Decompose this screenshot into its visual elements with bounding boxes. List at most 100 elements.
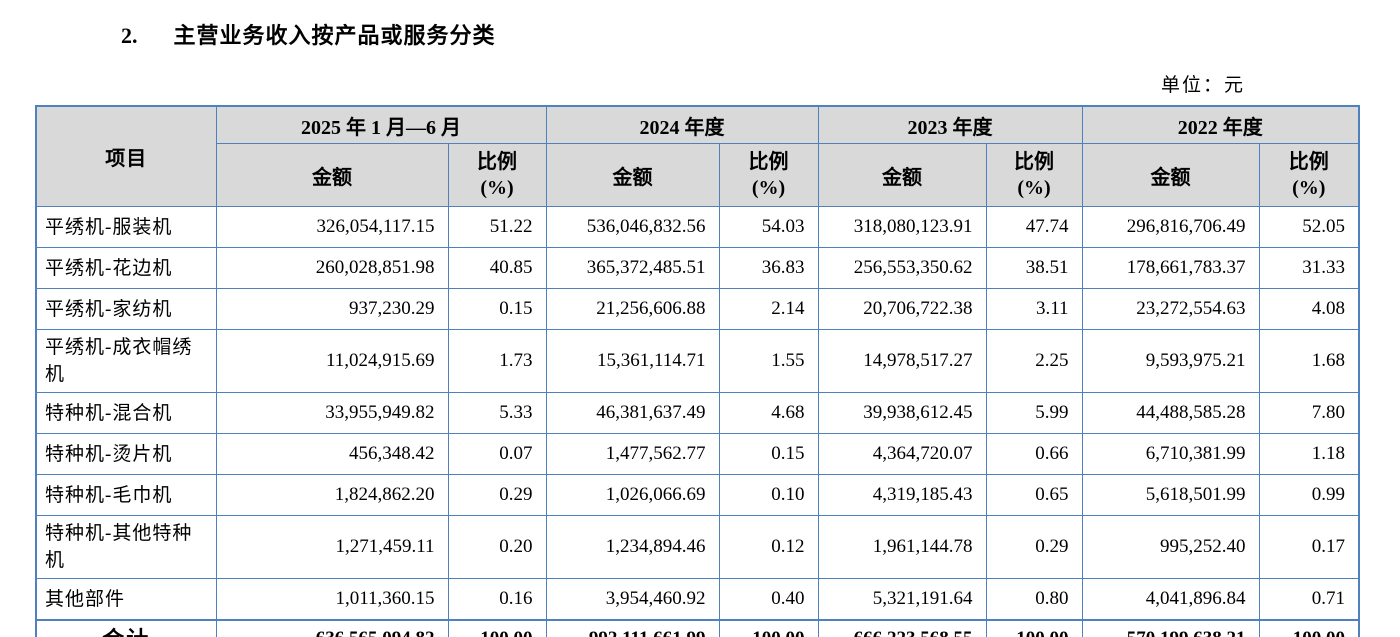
- total-ratio: 100.00: [447, 619, 547, 637]
- table-row: 特种机-烫片机 456,348.42 0.07 1,477,562.77 0.1…: [35, 433, 1360, 475]
- cell-ratio: 0.20: [447, 515, 547, 579]
- cell-ratio: 0.80: [985, 578, 1083, 621]
- cell-ratio: 7.80: [1258, 392, 1360, 434]
- cell-amount: 256,553,350.62: [817, 247, 987, 289]
- total-amount: 992,111,661.99: [545, 619, 720, 637]
- header-amount-2025h1: 金额: [215, 143, 449, 207]
- cell-amount: 937,230.29: [215, 288, 449, 330]
- row-item-label: 特种机-烫片机: [35, 433, 217, 475]
- total-ratio: 100.00: [718, 619, 819, 637]
- cell-ratio: 47.74: [985, 206, 1083, 248]
- ratio-label: 比例: [748, 151, 789, 173]
- cell-ratio: 0.71: [1258, 578, 1360, 621]
- table-row: 特种机-混合机 33,955,949.82 5.33 46,381,637.49…: [35, 392, 1360, 434]
- cell-amount: 23,272,554.63: [1081, 288, 1260, 330]
- cell-amount: 6,710,381.99: [1081, 433, 1260, 475]
- cell-amount: 178,661,783.37: [1081, 247, 1260, 289]
- ratio-unit: (%): [1292, 177, 1326, 199]
- header-ratio-2024: 比例 (%): [718, 143, 819, 207]
- revenue-by-product-table: 项目 2025 年 1 月—6 月 2024 年度 2023 年度 2022 年…: [35, 105, 1360, 637]
- header-amount-2024: 金额: [545, 143, 720, 207]
- cell-ratio: 0.66: [985, 433, 1083, 475]
- total-ratio: 100.00: [985, 619, 1083, 637]
- cell-amount: 1,961,144.78: [817, 515, 987, 579]
- cell-ratio: 0.12: [718, 515, 819, 579]
- header-ratio-2023: 比例 (%): [985, 143, 1083, 207]
- cell-ratio: 0.65: [985, 474, 1083, 516]
- ratio-label: 比例: [477, 151, 517, 173]
- cell-ratio: 0.40: [718, 578, 819, 621]
- cell-amount: 11,024,915.69: [215, 329, 449, 393]
- cell-ratio: 0.16: [447, 578, 547, 621]
- header-item: 项目: [35, 105, 217, 207]
- cell-ratio: 0.15: [447, 288, 547, 330]
- cell-amount: 536,046,832.56: [545, 206, 720, 248]
- header-measure-row: 金额 比例 (%) 金额 比例 (%) 金额 比例 (%) 金额 比例: [36, 143, 1360, 207]
- table-row: 平绣机-成衣帽绣机 11,024,915.69 1.73 15,361,114.…: [35, 329, 1360, 393]
- cell-amount: 4,041,896.84: [1081, 578, 1260, 621]
- table-row: 平绣机-家纺机 937,230.29 0.15 21,256,606.88 2.…: [35, 288, 1360, 330]
- header-amount-2023: 金额: [817, 143, 987, 207]
- ratio-unit: (%): [480, 177, 514, 199]
- cell-amount: 318,080,123.91: [817, 206, 987, 248]
- cell-ratio: 3.11: [985, 288, 1083, 330]
- header-ratio-2025h1: 比例 (%): [447, 143, 547, 207]
- cell-ratio: 54.03: [718, 206, 819, 248]
- header-amount-2022: 金额: [1081, 143, 1260, 207]
- cell-ratio: 0.17: [1258, 515, 1360, 579]
- cell-ratio: 0.10: [718, 474, 819, 516]
- cell-amount: 260,028,851.98: [215, 247, 449, 289]
- table-row: 其他部件 1,011,360.15 0.16 3,954,460.92 0.40…: [35, 578, 1360, 621]
- row-item-label: 特种机-其他特种机: [35, 515, 217, 579]
- section-title: 主营业务收入按产品或服务分类: [173, 23, 496, 48]
- section-number: 2.: [121, 23, 138, 48]
- cell-ratio: 5.33: [447, 392, 547, 434]
- cell-ratio: 40.85: [447, 247, 547, 289]
- cell-ratio: 0.29: [985, 515, 1083, 579]
- cell-amount: 326,054,117.15: [215, 206, 449, 248]
- table-total-row: 合计 636,565,094.82 100.00 992,111,661.99 …: [35, 619, 1360, 637]
- cell-ratio: 1.55: [718, 329, 819, 393]
- cell-amount: 456,348.42: [215, 433, 449, 475]
- cell-ratio: 51.22: [447, 206, 547, 248]
- cell-ratio: 0.15: [718, 433, 819, 475]
- cell-amount: 39,938,612.45: [817, 392, 987, 434]
- cell-amount: 4,319,185.43: [817, 474, 987, 516]
- cell-ratio: 0.99: [1258, 474, 1360, 516]
- ratio-label: 比例: [1014, 151, 1054, 173]
- section-heading: 2. 主营业务收入按产品或服务分类: [121, 18, 496, 50]
- cell-ratio: 31.33: [1258, 247, 1360, 289]
- cell-ratio: 2.25: [985, 329, 1083, 393]
- header-period-2023: 2023 年度: [817, 105, 1083, 144]
- cell-amount: 20,706,722.38: [817, 288, 987, 330]
- unit-note: 单位：元: [1160, 75, 1245, 96]
- cell-amount: 4,364,720.07: [817, 433, 987, 475]
- row-item-label: 特种机-毛巾机: [35, 474, 217, 516]
- cell-ratio: 1.18: [1258, 433, 1360, 475]
- cell-amount: 1,271,459.11: [215, 515, 449, 579]
- total-label: 合计: [35, 619, 217, 637]
- ratio-label: 比例: [1288, 151, 1329, 173]
- cell-amount: 9,593,975.21: [1081, 329, 1260, 393]
- table-row: 特种机-其他特种机 1,271,459.11 0.20 1,234,894.46…: [35, 515, 1360, 579]
- cell-amount: 1,477,562.77: [545, 433, 720, 475]
- cell-ratio: 5.99: [985, 392, 1083, 434]
- header-period-2022: 2022 年度: [1081, 105, 1360, 144]
- row-item-label: 平绣机-服装机: [35, 206, 217, 248]
- cell-ratio: 4.68: [718, 392, 819, 434]
- cell-ratio: 38.51: [985, 247, 1083, 289]
- total-amount: 666,223,568.55: [817, 619, 987, 637]
- cell-amount: 365,372,485.51: [545, 247, 720, 289]
- cell-amount: 296,816,706.49: [1081, 206, 1260, 248]
- total-amount: 570,199,638.21: [1081, 619, 1260, 637]
- row-item-label: 平绣机-花边机: [35, 247, 217, 289]
- cell-amount: 33,955,949.82: [215, 392, 449, 434]
- cell-amount: 15,361,114.71: [545, 329, 720, 393]
- ratio-unit: (%): [751, 177, 786, 199]
- cell-amount: 5,618,501.99: [1081, 474, 1260, 516]
- row-item-label: 其他部件: [35, 578, 217, 621]
- cell-amount: 1,011,360.15: [215, 578, 449, 621]
- header-ratio-2022: 比例 (%): [1258, 143, 1360, 207]
- cell-amount: 46,381,637.49: [545, 392, 720, 434]
